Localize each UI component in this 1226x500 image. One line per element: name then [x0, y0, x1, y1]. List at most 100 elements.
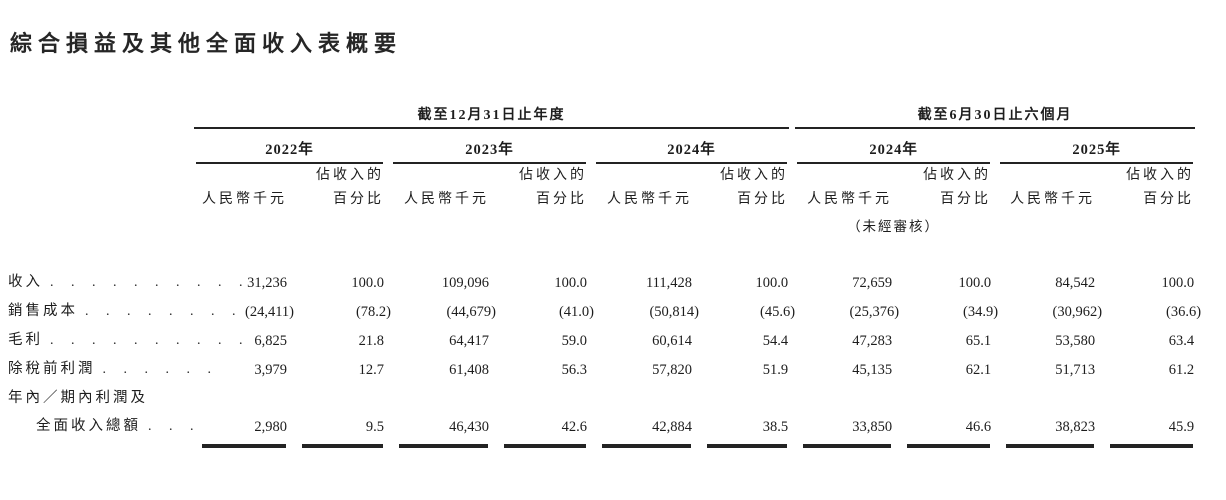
value-cell: 60,614 [652, 333, 692, 349]
group-rule [795, 127, 1196, 129]
double-rule [1006, 444, 1095, 448]
value-cell: 42.6 [561, 419, 587, 435]
double-rule [602, 444, 691, 448]
value-cell: 61.2 [1168, 362, 1195, 378]
pct-header-line1: 佔收入的 [923, 168, 992, 183]
value-cell: 42,884 [652, 419, 692, 435]
year-rule [196, 162, 383, 164]
row-label: 銷售成本. . . . . . . . [8, 297, 236, 326]
unit-header: 人民幣千元 [202, 192, 287, 207]
dot-leader: . . . . . . . . [85, 304, 243, 319]
row-label-text: 銷售成本 [8, 303, 78, 319]
double-rule-cell [792, 441, 896, 448]
empty-cell [8, 164, 191, 212]
value-cell: 65.1 [965, 333, 992, 349]
row-label-text: 全面收入總額 [36, 418, 141, 434]
double-rule [707, 444, 788, 448]
empty-cell [8, 129, 191, 164]
value-cell: 38.5 [762, 419, 789, 435]
value-cell: (50,814) [649, 304, 699, 320]
group-label-annual: 截至12月31日止年度 [417, 108, 566, 123]
unit-header: 人民幣千元 [607, 192, 692, 207]
page-title: 綜合損益及其他全面收入表概要 [10, 31, 403, 56]
value-cell: (24,411) [245, 304, 294, 320]
value-cell: 61,408 [449, 362, 489, 378]
year-label: 2023年 [465, 142, 514, 158]
double-rule-cell [388, 441, 493, 448]
table-row-total-comprehensive-line2: 全面收入總額. . . 2,980 9.5 46,430 42.6 42,884… [8, 412, 1198, 441]
table-row-profit-before-tax: 除稅前利潤. . . . . . 3,979 12.7 61,408 56.3 … [8, 355, 1198, 384]
dot-leader: . . . . . . . . . . [50, 275, 250, 290]
value-cell: (44,679) [446, 304, 496, 320]
empty-cell [191, 212, 792, 238]
double-rule-cell [896, 441, 995, 448]
double-rule [1110, 444, 1194, 448]
value-cell: 100.0 [755, 275, 789, 291]
value-cell: 9.5 [365, 419, 384, 435]
unit-header: 人民幣千元 [807, 192, 893, 207]
row-label-text: 年內／期內利潤及 [8, 390, 148, 406]
double-rule-cell [696, 441, 792, 448]
double-rule-cell [493, 441, 591, 448]
year-rule [797, 162, 991, 164]
pct-header: 佔收入的 百分比 [696, 164, 792, 212]
pct-header: 佔收入的 百分比 [493, 164, 591, 212]
year-label: 2025年 [1072, 142, 1121, 158]
group-header-row: 截至12月31日止年度 截至6月30日止六個月 [8, 104, 1198, 129]
value-cell: (25,376) [849, 304, 900, 320]
value-cell: 6,825 [254, 333, 287, 349]
value-cell: 84,542 [1055, 275, 1096, 291]
value-cell: 46,430 [449, 419, 489, 435]
double-rule [504, 444, 586, 448]
year-rule [596, 162, 788, 164]
row-label-text: 毛利 [8, 332, 43, 348]
double-rule-cell [995, 441, 1099, 448]
dot-leader: . . . [148, 419, 201, 434]
value-cell: 100.0 [351, 275, 384, 291]
double-rule [907, 444, 991, 448]
subheader-row: 人民幣千元 佔收入的 百分比 人民幣千元 佔收入的 百分比 人民幣千元 佔收入的 百分… [8, 164, 1198, 212]
pct-header: 佔收入的百分比 [1099, 164, 1198, 212]
group-header-annual: 截至12月31日止年度 [191, 104, 792, 129]
dot-leader: . . . . . . . . . . [50, 333, 250, 348]
year-rule [1000, 162, 1194, 164]
value-cell: 63.4 [1168, 333, 1195, 349]
row-label: 全面收入總額. . . [8, 412, 194, 441]
value-cell: 47,283 [852, 333, 893, 349]
double-rule-cell [191, 441, 291, 448]
value-cell: (41.0) [558, 304, 594, 320]
pct-header: 佔收入的 百分比 [896, 164, 995, 212]
double-rule-cell [291, 441, 388, 448]
value-cell: 111,428 [645, 275, 692, 291]
dot-leader: . . . . . . [102, 362, 218, 377]
value-cell: 100.0 [1161, 275, 1195, 291]
value-cell: 12.7 [358, 362, 384, 378]
row-label: 年內／期內利潤及 [8, 384, 191, 412]
year-label: 2022年 [265, 142, 314, 158]
value-cell: 54.4 [762, 333, 789, 349]
value-cell: 45,135 [852, 362, 893, 378]
pct-header-line2: 百分比 [536, 192, 587, 207]
empty-cell [8, 212, 191, 238]
year-header-2023: 2023年 [388, 129, 591, 164]
value-cell: 33,850 [852, 419, 893, 435]
value-cell: (30,962) [1052, 304, 1103, 320]
pct-header-line2: 百分比 [333, 192, 384, 207]
value-cell: 59.0 [561, 333, 587, 349]
unit-header: 人民幣千元 [1010, 192, 1096, 207]
table-row-cost-of-sales: 銷售成本. . . . . . . . (24,411) (78.2) (44,… [8, 297, 1201, 326]
value-cell: 21.8 [358, 333, 384, 349]
pct-header-line1: 佔收入的 [1126, 168, 1195, 183]
year-header-2024-interim: 2024年 [792, 129, 995, 164]
table-row-revenue: 收入. . . . . . . . . . 31,236 100.0 109,0… [8, 238, 1198, 297]
row-label: 收入. . . . . . . . . . [8, 238, 243, 297]
value-cell: 46.6 [965, 419, 992, 435]
value-cell: 56.3 [561, 362, 587, 378]
row-label: 毛利. . . . . . . . . . [8, 326, 243, 355]
year-label: 2024年 [667, 142, 716, 158]
pct-header-line2: 百分比 [1143, 192, 1195, 207]
value-cell: (34.9) [963, 304, 999, 320]
value-cell: 31,236 [247, 275, 287, 291]
income-statement-table: 截至12月31日止年度 截至6月30日止六個月 2022年 2023年 2024… [8, 104, 1201, 448]
empty-cell [8, 441, 191, 448]
